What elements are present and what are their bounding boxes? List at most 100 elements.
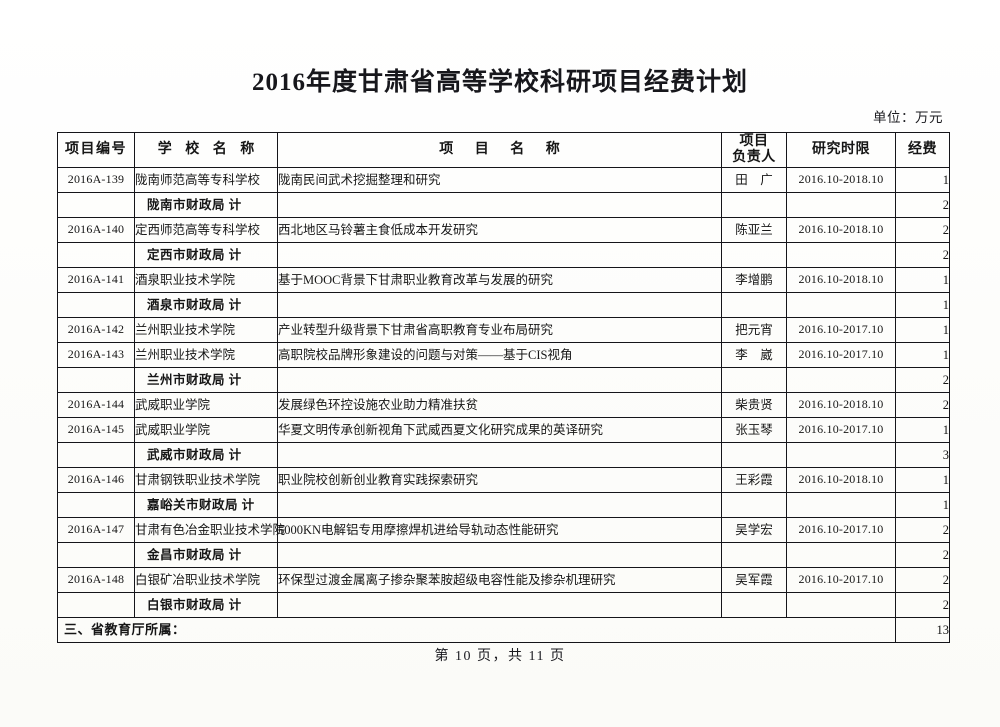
cell-school-name: 兰州职业技术学院 [134, 317, 278, 343]
cell-project-leader: 柴贵贤 [721, 392, 787, 418]
cell-fund: 2 [895, 592, 950, 618]
table-body: 2016A-139 陇南师范高等专科学校 陇南民间武术挖掘整理和研究田 广 2016.… [57, 167, 950, 643]
cell-project-leader [721, 292, 787, 318]
cell-school-name: 陇南市财政局 计 [134, 192, 278, 218]
cell-research-period: 2016.10-2017.10 [786, 417, 896, 443]
unit-note: 单位：万元 [873, 110, 943, 125]
cell-research-period [786, 192, 896, 218]
cell-project-name [277, 292, 722, 318]
column-header-leader-line1: 项目 [739, 133, 769, 149]
cell-project-leader: 王彩霞 [721, 467, 787, 493]
cell-project-code: 2016A-146 [57, 467, 135, 493]
table-row: 酒泉市财政局 计 1 [57, 292, 950, 318]
cell-project-name: 环保型过渡金属离子掺杂聚苯胺超级电容性能及掺杂机理研究 [277, 567, 722, 593]
table-row: 2016A-139 陇南师范高等专科学校 陇南民间武术挖掘整理和研究田 广 2016.… [57, 167, 950, 193]
cell-project-leader: 张玉琴 [721, 417, 787, 443]
table-row: 金昌市财政局 计 2 [57, 542, 950, 568]
column-header-leader: 项目 负责人 [721, 132, 787, 168]
cell-project-name: 5000KN电解铝专用摩擦焊机进给导轨动态性能研究 [277, 517, 722, 543]
table-row: 2016A-145 武威职业学院 华夏文明传承创新视角下武威西夏文化研究成果的英译研… [57, 417, 950, 443]
cell-fund: 2 [895, 392, 950, 418]
cell-research-period: 2016.10-2017.10 [786, 567, 896, 593]
cell-school-name: 酒泉职业技术学院 [134, 267, 278, 293]
cell-project-leader: 陈亚兰 [721, 217, 787, 243]
cell-fund: 2 [895, 192, 950, 218]
cell-project-leader: 李 崴 [721, 342, 787, 368]
cell-research-period: 2016.10-2018.10 [786, 167, 896, 193]
cell-fund: 1 [895, 417, 950, 443]
cell-project-leader [721, 442, 787, 468]
cell-research-period: 2016.10-2018.10 [786, 392, 896, 418]
cell-research-period [786, 292, 896, 318]
table-row: 嘉峪关市财政局 计 1 [57, 492, 950, 518]
cell-project-name: 基于MOOC背景下甘肃职业教育改革与发展的研究 [277, 267, 722, 293]
cell-project-name: 产业转型升级背景下甘肃省高职教育专业布局研究 [277, 317, 722, 343]
table-row: 2016A-148 白银矿冶职业技术学院 环保型过渡金属离子掺杂聚苯胺超级电容性能及… [57, 567, 950, 593]
cell-fund: 2 [895, 242, 950, 268]
cell-research-period: 2016.10-2017.10 [786, 342, 896, 368]
column-header-fund: 经费 [895, 132, 950, 168]
cell-project-leader: 把元宵 [721, 317, 787, 343]
cell-project-name: 西北地区马铃薯主食低成本开发研究 [277, 217, 722, 243]
cell-research-period [786, 492, 896, 518]
cell-school-name: 武威职业学院 [134, 392, 278, 418]
cell-research-period [786, 442, 896, 468]
cell-school-name: 酒泉市财政局 计 [134, 292, 278, 318]
cell-fund: 1 [895, 267, 950, 293]
cell-school-name: 兰州职业技术学院 [134, 342, 278, 368]
cell-project-code [57, 367, 135, 393]
cell-fund: 2 [895, 542, 950, 568]
cell-school-name: 武威市财政局 计 [134, 442, 278, 468]
table-header-row: 项目编号 学 校 名 称 项 目 名 称 项目 负责人 研究时限 经费 [57, 132, 950, 168]
table-row: 2016A-141 酒泉职业技术学院 基于MOOC背景下甘肃职业教育改革与发展的研究… [57, 267, 950, 293]
cell-project-code [57, 242, 135, 268]
cell-project-code [57, 542, 135, 568]
cell-project-leader [721, 542, 787, 568]
column-header-project-name-label: 项 目 名 称 [439, 141, 569, 157]
cell-fund: 3 [895, 442, 950, 468]
cell-project-name [277, 367, 722, 393]
cell-project-leader: 田 广 [721, 167, 787, 193]
cell-project-leader: 李增鹏 [721, 267, 787, 293]
cell-research-period: 2016.10-2018.10 [786, 267, 896, 293]
table-row: 2016A-140 定西师范高等专科学校 西北地区马铃薯主食低成本开发研究 陈亚兰 20… [57, 217, 950, 243]
cell-fund: 2 [895, 367, 950, 393]
table-row: 2016A-144 武威职业学院 发展绿色环控设施农业助力精准扶贫 柴贵贤 2016.1… [57, 392, 950, 418]
cell-project-leader [721, 367, 787, 393]
table-row: 2016A-147 甘肃有色冶金职业技术学院 5000KN电解铝专用摩擦焊机进给导轨… [57, 517, 950, 543]
cell-project-name: 高职院校品牌形象建设的问题与对策——基于CIS视角 [277, 342, 722, 368]
cell-project-code [57, 592, 135, 618]
table-row: 三、省教育厅所属： 13 [57, 617, 950, 643]
table-row: 武威市财政局 计 3 [57, 442, 950, 468]
cell-fund: 2 [895, 567, 950, 593]
cell-project-name [277, 192, 722, 218]
column-header-leader-line2: 负责人 [732, 150, 776, 165]
cell-project-name [277, 592, 722, 618]
cell-project-code: 2016A-143 [57, 342, 135, 368]
cell-project-name: 华夏文明传承创新视角下武威西夏文化研究成果的英译研究 [277, 417, 722, 443]
cell-fund: 1 [895, 342, 950, 368]
cell-project-code: 2016A-140 [57, 217, 135, 243]
page-footer: 第 10 页，共 11 页 [434, 649, 566, 664]
cell-project-name: 职业院校创新创业教育实践探索研究 [277, 467, 722, 493]
cell-project-leader [721, 192, 787, 218]
cell-project-code: 2016A-145 [57, 417, 135, 443]
cell-project-leader [721, 592, 787, 618]
cell-project-name [277, 542, 722, 568]
cell-project-code [57, 192, 135, 218]
cell-research-period: 2016.10-2018.10 [786, 467, 896, 493]
cell-school-name: 定西市财政局 计 [134, 242, 278, 268]
cell-project-code: 2016A-144 [57, 392, 135, 418]
cell-fund: 13 [895, 617, 950, 643]
column-header-code: 项目编号 [57, 132, 135, 168]
cell-school-name: 嘉峪关市财政局 计 [134, 492, 278, 518]
cell-school-name: 陇南师范高等专科学校 [134, 167, 278, 193]
table-row: 定西市财政局 计 2 [57, 242, 950, 268]
cell-research-period [786, 367, 896, 393]
table-row: 2016A-146 甘肃钢铁职业技术学院 职业院校创新创业教育实践探索研究 王彩霞 20… [57, 467, 950, 493]
cell-fund: 1 [895, 467, 950, 493]
page-title: 2016年度甘肃省高等学校科研项目经费计划 [251, 69, 748, 96]
cell-project-leader: 吴学宏 [721, 517, 787, 543]
cell-project-code: 2016A-142 [57, 317, 135, 343]
